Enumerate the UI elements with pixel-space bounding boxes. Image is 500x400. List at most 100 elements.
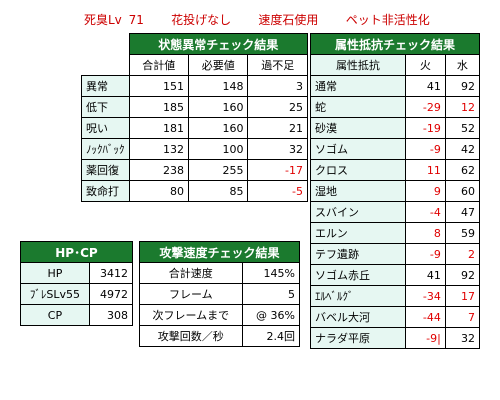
speed-row-value: 2.4回 xyxy=(241,325,301,347)
resist-row-water: 92 xyxy=(444,264,481,286)
table-row: テフ遺跡 -9 2 xyxy=(310,243,481,265)
resist-row-fire: 8 xyxy=(404,222,446,244)
resist-row-fire: 41 xyxy=(404,75,446,97)
table-row: HP 3412 xyxy=(20,262,134,284)
hpcp-table: HP･CP HP 3412 ﾌﾞﾚSLv55 4972 CP 308 xyxy=(20,241,134,326)
status-row-need: 160 xyxy=(187,117,249,139)
status-row-label: 薬回復 xyxy=(81,159,130,181)
resist-row-fire: -9 xyxy=(404,243,446,265)
resist-row-label: エルン xyxy=(310,222,406,244)
status-row-need: 160 xyxy=(187,96,249,118)
status-row-total: 132 xyxy=(128,138,189,160)
speed-row-value: @ 36% xyxy=(241,304,301,326)
status-check-table: 状態異常チェック結果 合計値 必要値 過不足 異常 151 148 3 低下 185 160… xyxy=(81,33,308,202)
table-row: クロス 11 62 xyxy=(310,159,481,181)
status-header-need: 必要値 xyxy=(187,54,249,76)
status-header-diff: 過不足 xyxy=(247,54,308,76)
table-row: 低下 185 160 25 xyxy=(81,96,308,118)
caption-char: 死臭Lv 71 xyxy=(84,13,144,27)
status-row-total: 181 xyxy=(128,117,189,139)
speed-rows: 合計速度 145% フレーム 5 次フレームまで @ 36% 攻撃回数／秒 2.4回 xyxy=(139,262,301,347)
status-row-label: 低下 xyxy=(81,96,130,118)
table-row: 攻撃回数／秒 2.4回 xyxy=(139,325,301,347)
resist-row-fire: 41 xyxy=(404,264,446,286)
status-row-label: 致命打 xyxy=(81,180,130,202)
resist-rows: 通常 41 92 蛇 -29 12 砂漠 -19 52 ソゴム -9 42 クロス 11 62 湿地 9 60 スバ… xyxy=(310,75,481,349)
resist-row-fire: 11 xyxy=(404,159,446,181)
status-row-need: 85 xyxy=(187,180,249,202)
status-row-diff: 3 xyxy=(247,75,308,97)
status-row-label: 異常 xyxy=(81,75,130,97)
table-row: 次フレームまで @ 36% xyxy=(139,304,301,326)
caption-opt1: 花投げなし xyxy=(171,13,232,27)
table-row: ソゴム赤丘 41 92 xyxy=(310,264,481,286)
status-row-label: 呪い xyxy=(81,117,130,139)
status-row-need: 100 xyxy=(187,138,249,160)
status-row-diff: 21 xyxy=(247,117,308,139)
table-row: フレーム 5 xyxy=(139,283,301,305)
table-row: ｴﾙﾍﾞﾙｸﾞ -34 17 xyxy=(310,285,481,307)
hpcp-row-label: ﾌﾞﾚSLv55 xyxy=(20,283,90,305)
table-row: 通常 41 92 xyxy=(310,75,481,97)
status-header-total: 合計値 xyxy=(128,54,189,76)
resist-row-fire: -19 xyxy=(404,117,446,139)
status-header-blank xyxy=(82,55,130,76)
speed-row-label: 攻撃回数／秒 xyxy=(139,325,243,347)
table-row: 合計速度 145% xyxy=(139,262,301,284)
resist-row-fire: -29 xyxy=(404,96,446,118)
hpcp-title: HP･CP xyxy=(20,241,133,263)
table-row: 呪い 181 160 21 xyxy=(81,117,308,139)
resist-row-fire: -9 xyxy=(404,138,446,160)
caption-opt2: 速度石使用 xyxy=(258,13,319,27)
resist-row-fire: -9| xyxy=(404,327,446,349)
resist-title: 属性抵抗チェック結果 xyxy=(310,33,480,55)
resist-row-label: クロス xyxy=(310,159,406,181)
table-row: スバイン -4 47 xyxy=(310,201,481,223)
table-row: 異常 151 148 3 xyxy=(81,75,308,97)
speed-row-label: 合計速度 xyxy=(139,262,243,284)
status-row-diff: 32 xyxy=(247,138,308,160)
resist-row-label: 砂漠 xyxy=(310,117,406,139)
hpcp-row-value: 4972 xyxy=(88,283,134,305)
resist-row-label: 通常 xyxy=(310,75,406,97)
attack-speed-table: 攻撃速度チェック結果 合計速度 145% フレーム 5 次フレームまで @ 36% 攻撃回数… xyxy=(139,241,301,347)
table-row: 致命打 80 85 -5 xyxy=(81,180,308,202)
hpcp-row-value: 3412 xyxy=(88,262,134,284)
table-row: ﾉｯｸﾊﾞｯｸ 132 100 32 xyxy=(81,138,308,160)
resist-header-fire: 火 xyxy=(404,54,446,76)
table-row: エルン 8 59 xyxy=(310,222,481,244)
status-row-total: 185 xyxy=(128,96,189,118)
table-row: バベル大河 -44 7 xyxy=(310,306,481,328)
table-row: ﾌﾞﾚSLv55 4972 xyxy=(20,283,134,305)
resist-check-table: 属性抵抗チェック結果 属性抵抗 火 水 通常 41 92 蛇 -29 12 砂漠 -19 52 ソ… xyxy=(310,33,481,349)
resist-row-water: 7 xyxy=(444,306,481,328)
status-row-total: 151 xyxy=(128,75,189,97)
status-corner xyxy=(82,34,130,55)
table-row: 湿地 9 60 xyxy=(310,180,481,202)
resist-row-fire: 9 xyxy=(404,180,446,202)
resist-row-water: 17 xyxy=(444,285,481,307)
speed-row-value: 5 xyxy=(241,283,301,305)
resist-row-water: 47 xyxy=(444,201,481,223)
status-row-label: ﾉｯｸﾊﾞｯｸ xyxy=(81,138,130,160)
resist-header-name: 属性抵抗 xyxy=(310,54,406,76)
resist-row-label: バベル大河 xyxy=(310,306,406,328)
status-title: 状態異常チェック結果 xyxy=(128,33,308,55)
status-row-total: 238 xyxy=(128,159,189,181)
caption-opt3: ペット非活性化 xyxy=(345,13,430,27)
status-row-need: 148 xyxy=(187,75,249,97)
hpcp-row-value: 308 xyxy=(88,304,134,326)
resist-row-water: 52 xyxy=(444,117,481,139)
resist-row-water: 42 xyxy=(444,138,481,160)
speed-row-label: フレーム xyxy=(139,283,243,305)
hpcp-rows: HP 3412 ﾌﾞﾚSLv55 4972 CP 308 xyxy=(20,262,134,326)
table-row: 薬回復 238 255 -17 xyxy=(81,159,308,181)
resist-row-water: 92 xyxy=(444,75,481,97)
table-row: 砂漠 -19 52 xyxy=(310,117,481,139)
resist-header-water: 水 xyxy=(444,54,481,76)
table-row: ソゴム -9 42 xyxy=(310,138,481,160)
resist-row-fire: -4 xyxy=(404,201,446,223)
hpcp-row-label: CP xyxy=(20,304,90,326)
speed-title: 攻撃速度チェック結果 xyxy=(139,241,300,263)
table-row: CP 308 xyxy=(20,304,134,326)
